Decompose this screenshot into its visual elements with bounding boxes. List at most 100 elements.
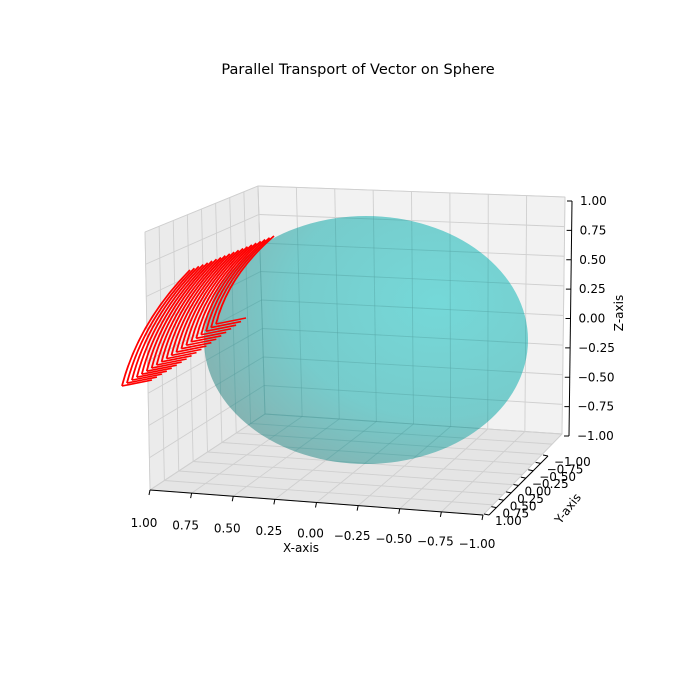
grid-line-x-floor (441, 431, 526, 513)
y-tick-mark (483, 513, 490, 516)
chart-title: Parallel Transport of Vector on Sphere (221, 62, 494, 78)
y-tick-label: 0.00 (525, 485, 552, 499)
sphere-grid-line (204, 299, 262, 362)
grid-line-x-back (524, 195, 528, 432)
vector-arrow-base (121, 379, 153, 387)
y-tick-label: −0.75 (547, 462, 584, 476)
y-tick-mark (506, 491, 512, 494)
x-tick-label: 1.00 (131, 516, 158, 530)
x-tick-label: 0.25 (256, 524, 283, 538)
z-tick-label: 0.75 (580, 223, 607, 237)
vector-arrow-base (166, 351, 197, 360)
sphere-grid-line (357, 426, 451, 464)
sphere-surface (204, 216, 528, 464)
vector-arrow-base (210, 320, 242, 329)
x-tick-label: −0.25 (334, 529, 371, 543)
vector-arrows (121, 235, 275, 387)
vector-arrow-base (186, 338, 217, 347)
grid-line-y-left (172, 220, 180, 472)
z-tick-label: −1.00 (577, 429, 614, 443)
y-tick-mark (491, 506, 497, 509)
z-axis-label: Z-axis (612, 295, 626, 331)
y-tick-mark (535, 461, 541, 464)
axis-lines (148, 200, 573, 521)
vector-arrow (205, 238, 266, 332)
vector-arrow-base (196, 331, 227, 340)
x-tick-mark (439, 511, 442, 517)
y-tick-label: 0.50 (510, 499, 537, 513)
x-tick-mark (398, 508, 401, 514)
vector-arrow-base (141, 367, 172, 375)
vector-arrow (160, 255, 226, 363)
vector-arrow (210, 237, 271, 328)
vector-arrow (121, 269, 191, 387)
vector-arrow (131, 265, 200, 381)
vector-arrow (170, 251, 235, 356)
y-tick-mark (520, 476, 526, 479)
vector-arrow (180, 247, 244, 349)
vector-arrow-base (151, 361, 182, 369)
vector-arrow (165, 253, 231, 359)
sphere-grid-line (263, 356, 528, 376)
vector-arrow-base (156, 358, 187, 366)
z-tick-label: −0.75 (577, 400, 614, 414)
vector-arrow-base (191, 335, 222, 343)
vector-arrow-base (181, 341, 212, 350)
z-tick-label: 0.25 (579, 282, 606, 296)
grid-line-y-floor (164, 480, 493, 506)
vector-arrow-base (146, 364, 177, 372)
grid-line-z-left (145, 214, 260, 265)
sphere-grid-line (334, 216, 340, 420)
vector-arrow (195, 242, 257, 339)
x-axis-label: X-axis (283, 541, 319, 555)
x-tick-label: 0.00 (297, 527, 324, 541)
vector-arrow (135, 263, 204, 378)
vector-arrow (215, 235, 275, 325)
y-tick-label: −0.25 (532, 477, 569, 491)
vector-arrow (155, 256, 222, 366)
y-tick-mark (513, 484, 519, 486)
vector-arrow (126, 267, 196, 384)
vector-arrow-base (161, 355, 192, 363)
sphere-grid-line (262, 328, 528, 346)
x-tick-label: −1.00 (459, 537, 496, 551)
sphere-grid-line (411, 216, 414, 425)
y-tick-mark (528, 469, 534, 472)
z-tick-label: 0.50 (579, 253, 606, 267)
vector-arrow (190, 244, 253, 343)
x-tick-mark (315, 502, 317, 508)
vector-arrow-base (136, 370, 167, 378)
grid-line-x-floor (399, 428, 489, 510)
x-tick-mark (356, 505, 359, 511)
x-tick-mark (148, 489, 151, 496)
z-tick-label: 1.00 (580, 194, 607, 208)
vector-arrow-base (205, 324, 237, 332)
x-tick-mark (231, 496, 234, 502)
y-tick-label: −0.50 (539, 470, 576, 484)
y-tick-label: 0.25 (517, 492, 544, 506)
z-tick-label: 0.00 (579, 312, 606, 326)
z-tick-label: −0.50 (578, 370, 615, 384)
vector-arrow (185, 246, 249, 346)
vector-arrow-base (126, 376, 158, 384)
vector-arrow (145, 260, 213, 372)
x-tick-mark (273, 499, 276, 505)
grid-line-z-back (258, 214, 565, 228)
grid-line-y-floor (193, 461, 513, 486)
vector-arrow-base (201, 327, 232, 336)
grid-line-y-floor (178, 470, 503, 496)
y-tick-label: 0.75 (502, 507, 529, 521)
vector-arrow (175, 249, 240, 353)
y-axis-label: Y-axis (551, 491, 584, 527)
grid-line-x-back (561, 196, 566, 435)
grid-line-x-floor (482, 433, 563, 516)
vector-arrow-base (176, 345, 207, 353)
sphere-grid-line (372, 216, 377, 422)
sphere-grid-line (204, 271, 261, 330)
z-tick-label: −0.25 (578, 341, 615, 355)
x-tick-label: 0.75 (172, 519, 199, 533)
y-tick-label: 1.00 (495, 514, 522, 528)
x-tick-label: −0.75 (417, 534, 454, 548)
